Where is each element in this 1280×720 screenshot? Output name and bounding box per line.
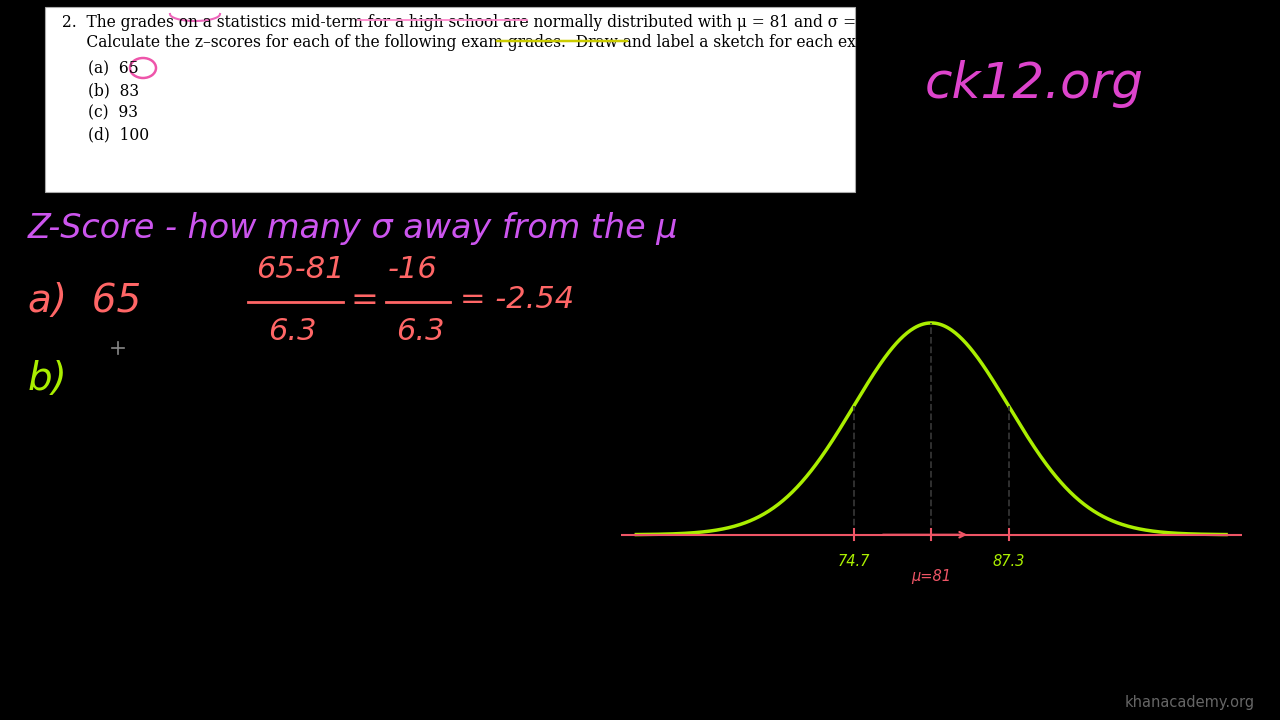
- Text: =: =: [349, 284, 378, 317]
- Text: 6.3: 6.3: [396, 318, 444, 346]
- Text: 2.  The grades on a statistics mid-term for a high school are normally distribut: 2. The grades on a statistics mid-term f…: [61, 14, 891, 31]
- Text: ck12.org: ck12.org: [925, 60, 1144, 108]
- Text: 6.3: 6.3: [268, 318, 316, 346]
- Text: (d)  100: (d) 100: [88, 126, 150, 143]
- Text: Calculate the z–scores for each of the following exam grades.  Draw and label a : Calculate the z–scores for each of the f…: [61, 34, 909, 51]
- Text: b): b): [28, 360, 68, 398]
- Text: -16: -16: [388, 256, 438, 284]
- Text: (b)  83: (b) 83: [88, 82, 140, 99]
- Text: = -2.54: = -2.54: [460, 286, 575, 315]
- Text: (c)  93: (c) 93: [88, 104, 138, 121]
- Text: 65-81: 65-81: [256, 256, 344, 284]
- Text: khanacademy.org: khanacademy.org: [1125, 695, 1254, 710]
- Text: μ=81: μ=81: [911, 569, 951, 584]
- Text: Z-Score - how many σ away from the μ: Z-Score - how many σ away from the μ: [28, 212, 678, 245]
- Text: 74.7: 74.7: [837, 554, 870, 569]
- Text: a)  65: a) 65: [28, 282, 141, 320]
- FancyBboxPatch shape: [45, 7, 855, 192]
- Text: 87.3: 87.3: [992, 554, 1025, 569]
- Text: (a)  65: (a) 65: [88, 60, 138, 77]
